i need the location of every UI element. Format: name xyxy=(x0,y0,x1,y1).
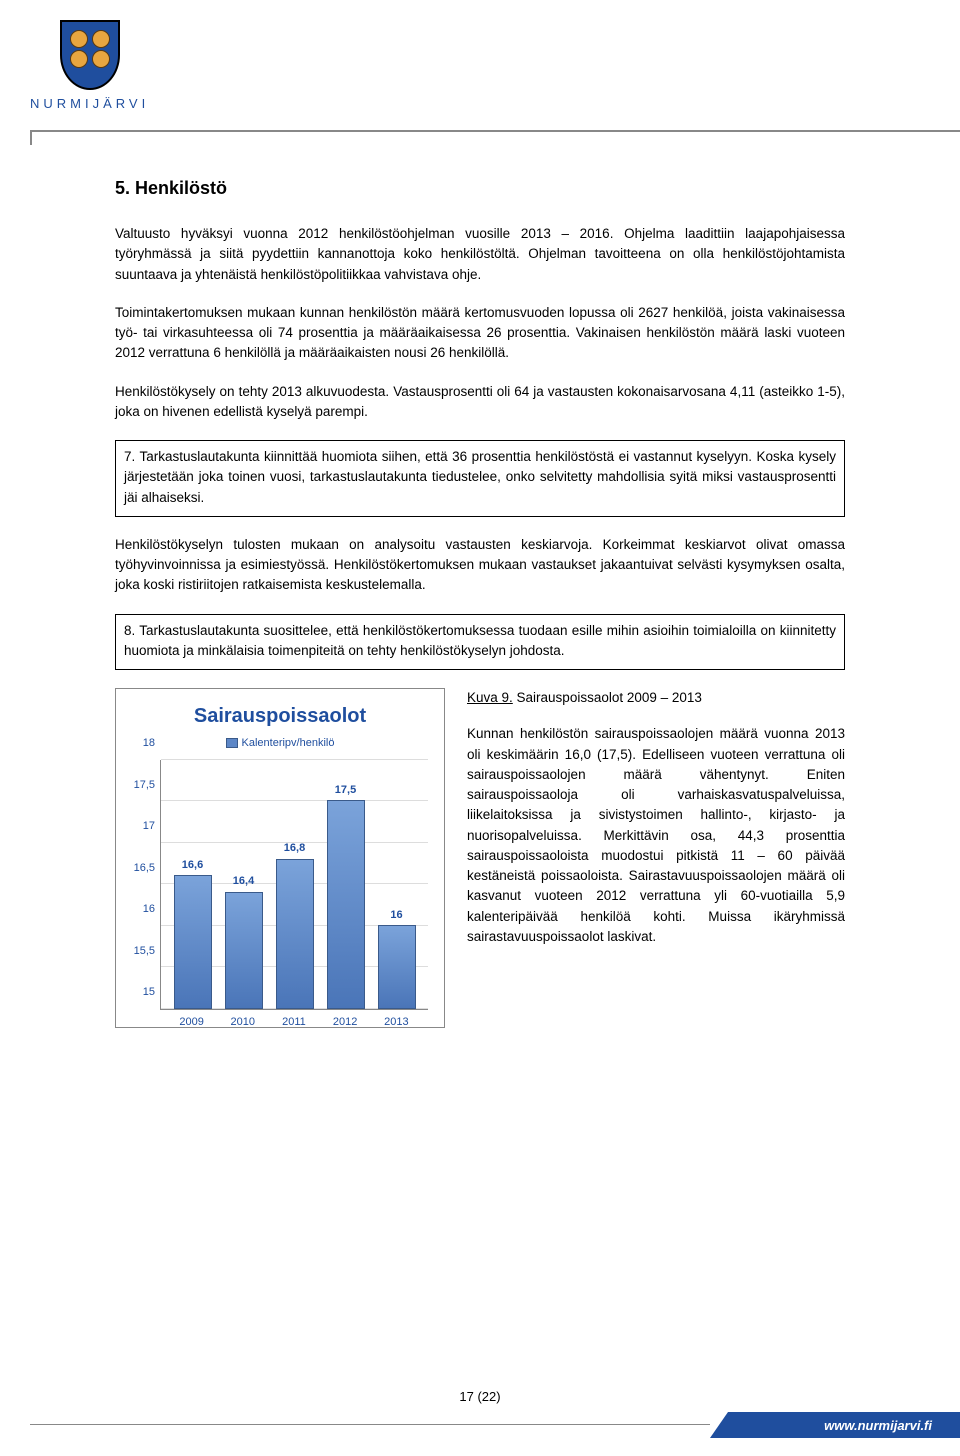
paragraph: Toimintakertomuksen mukaan kunnan henkil… xyxy=(115,303,845,364)
chart-bar-rect xyxy=(174,875,212,1008)
chart-x-label: 2010 xyxy=(222,1014,264,1031)
chart-y-label: 16,5 xyxy=(134,859,155,876)
chart-bar-rect xyxy=(378,925,416,1008)
paragraph: Henkilöstökyselyn tulosten mukaan on ana… xyxy=(115,535,845,596)
header-divider xyxy=(30,130,960,132)
chart-x-label: 2013 xyxy=(375,1014,417,1031)
chart-bar-rect xyxy=(225,892,263,1009)
legend-label: Kalenteripv/henkilö xyxy=(242,737,335,749)
bar-chart: Sairauspoissaolot Kalenteripv/henkilö 15… xyxy=(115,688,445,1028)
document-body: 5. Henkilöstö Valtuusto hyväksyi vuonna … xyxy=(115,175,845,1028)
chart-x-label: 2011 xyxy=(273,1014,315,1031)
chart-plot-area: 1515,51616,51717,51816,616,416,817,516 xyxy=(160,760,428,1010)
chart-y-label: 17 xyxy=(143,818,155,835)
paragraph: Henkilöstökysely on tehty 2013 alkuvuode… xyxy=(115,382,845,423)
shield-icon xyxy=(60,20,120,90)
chart-y-label: 16 xyxy=(143,901,155,918)
chart-title: Sairauspoissaolot xyxy=(126,701,434,731)
chart-x-labels: 2009 2010 2011 2012 2013 xyxy=(160,1010,428,1031)
chart-legend: Kalenteripv/henkilö xyxy=(126,735,434,752)
highlight-box: 7. Tarkastuslautakunta kiinnittää huomio… xyxy=(115,440,845,517)
chart-bar-value: 16 xyxy=(390,907,402,924)
box-text: 8. Tarkastuslautakunta suosittelee, että… xyxy=(124,621,836,662)
brand-name: NURMIJÄRVI xyxy=(30,96,149,111)
chart-x-label: 2012 xyxy=(324,1014,366,1031)
footer-divider xyxy=(30,1424,710,1425)
chart-bar: 16 xyxy=(376,907,418,1009)
paragraph: Kunnan henkilöstön sairauspoissaolojen m… xyxy=(467,724,845,947)
chart-bar: 16,8 xyxy=(274,840,316,1009)
page-number: 17 (22) xyxy=(0,1389,960,1404)
box-text: 7. Tarkastuslautakunta kiinnittää huomio… xyxy=(124,447,836,508)
chart-y-label: 18 xyxy=(143,735,155,752)
legend-swatch xyxy=(226,738,238,748)
chart-bar-rect xyxy=(276,859,314,1009)
chart-bar: 17,5 xyxy=(325,782,367,1009)
footer-bar: www.nurmijarvi.fi xyxy=(710,1412,960,1438)
chart-bar-rect xyxy=(327,800,365,1008)
figure-caption-label: Kuva 9. xyxy=(467,690,513,705)
figure-caption: Kuva 9. Sairauspoissaolot 2009 – 2013 xyxy=(467,688,845,708)
chart-bar: 16,6 xyxy=(172,857,214,1009)
chart-bar-value: 17,5 xyxy=(335,782,356,799)
brand-logo: NURMIJÄRVI xyxy=(30,20,149,111)
chart-bar: 16,4 xyxy=(223,873,265,1008)
chart-bar-value: 16,4 xyxy=(233,873,254,890)
figure-description: Kuva 9. Sairauspoissaolot 2009 – 2013 Ku… xyxy=(467,688,845,1028)
figure-caption-text: Sairauspoissaolot 2009 – 2013 xyxy=(513,690,702,705)
chart-y-label: 15 xyxy=(143,984,155,1001)
chart-x-label: 2009 xyxy=(171,1014,213,1031)
chart-bar-value: 16,8 xyxy=(284,840,305,857)
chart-y-label: 15,5 xyxy=(134,942,155,959)
chart-bar-value: 16,6 xyxy=(182,857,203,874)
section-heading: 5. Henkilöstö xyxy=(115,175,845,202)
highlight-box: 8. Tarkastuslautakunta suosittelee, että… xyxy=(115,614,845,671)
paragraph: Valtuusto hyväksyi vuonna 2012 henkilöst… xyxy=(115,224,845,285)
chart-y-label: 17,5 xyxy=(134,776,155,793)
figure-row: Sairauspoissaolot Kalenteripv/henkilö 15… xyxy=(115,688,845,1028)
footer-url: www.nurmijarvi.fi xyxy=(824,1418,932,1433)
header-divider-corner xyxy=(30,130,32,145)
chart-bars: 16,6 16,4 16,8 17,5 16 xyxy=(161,760,428,1009)
